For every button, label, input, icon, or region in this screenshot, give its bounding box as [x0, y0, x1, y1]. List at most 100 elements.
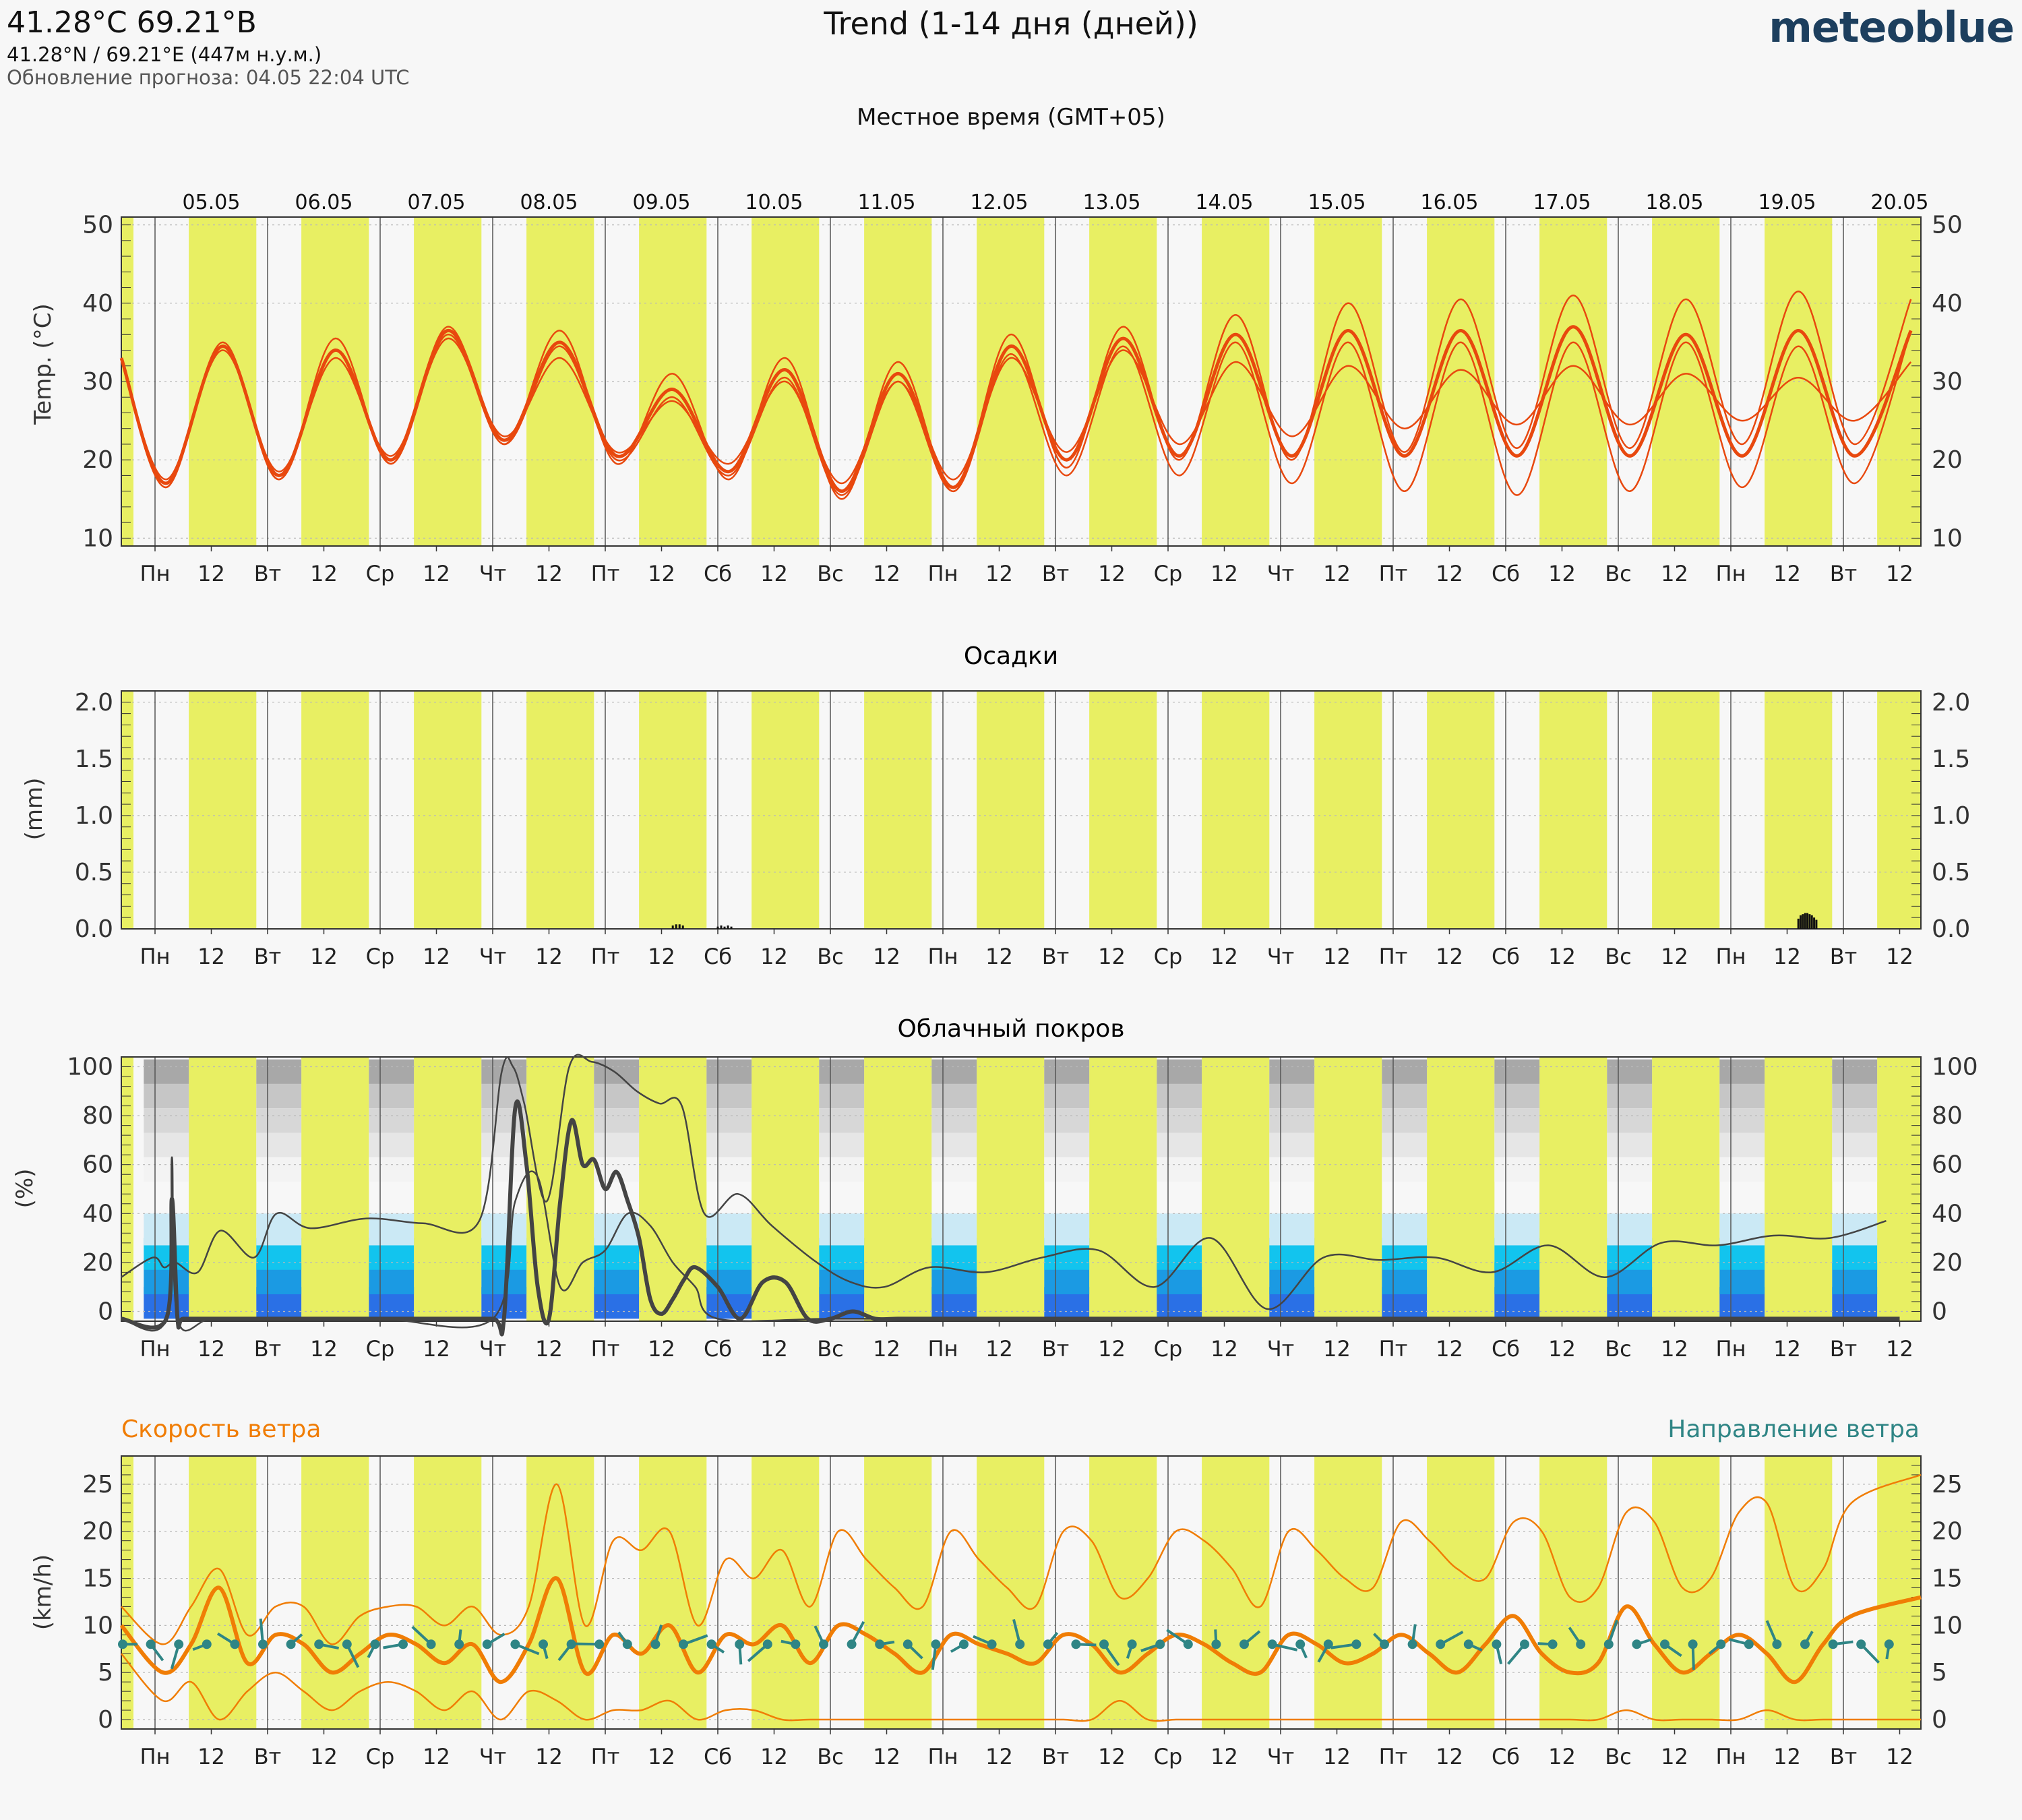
x-tick-label: Вт	[1042, 944, 1070, 969]
x-tick-label: 12	[1436, 1744, 1463, 1769]
high-cloud-band	[481, 1157, 527, 1182]
x-tick-label: Пт	[1379, 944, 1408, 969]
date-label: 07.05	[408, 191, 466, 214]
x-tick-label: 12	[310, 944, 338, 969]
daylight-band	[121, 691, 133, 929]
wind-direction-marker	[342, 1639, 352, 1649]
wind-direction-marker	[258, 1639, 268, 1649]
x-tick-label: 12	[760, 1336, 788, 1362]
daylight-band	[639, 1456, 707, 1729]
wind-speed-line	[121, 1653, 1921, 1722]
daylight-band	[526, 1456, 594, 1729]
wind-direction-marker	[987, 1639, 997, 1649]
x-tick-label: 12	[310, 1336, 338, 1362]
x-tick-label: Пн	[140, 944, 171, 969]
daylight-band	[1877, 1057, 1921, 1321]
high-cloud-band	[481, 1132, 527, 1157]
high-cloud-band	[1832, 1108, 1878, 1133]
daylight-band	[121, 1456, 133, 1729]
high-cloud-band	[256, 1157, 302, 1182]
x-tick-label: Ср	[366, 561, 395, 586]
daylight-band	[121, 1057, 133, 1321]
high-cloud-band	[706, 1108, 752, 1133]
wind-direction-marker	[622, 1639, 632, 1649]
y-tick-label: 20	[1932, 446, 1963, 474]
x-tick-label: 12	[1548, 1744, 1576, 1769]
high-cloud-band	[144, 1132, 189, 1157]
high-cloud-band	[1382, 1108, 1428, 1133]
wind-direction-marker	[1603, 1639, 1614, 1649]
y-tick-label: 40	[82, 290, 113, 317]
wind-direction-marker	[650, 1639, 661, 1649]
x-tick-label: 12	[985, 944, 1013, 969]
high-cloud-band	[706, 1083, 752, 1109]
location-title: 41.28°C 69.21°В	[7, 5, 257, 40]
x-tick-label: 12	[1323, 944, 1351, 969]
x-tick-label: Вс	[1605, 944, 1632, 969]
high-cloud-band	[1607, 1132, 1653, 1157]
x-tick-label: 12	[197, 561, 225, 586]
wind-direction-marker	[1632, 1639, 1642, 1649]
high-cloud-band	[1494, 1157, 1540, 1182]
x-tick-label: Вт	[1830, 561, 1858, 586]
x-tick-label: 12	[1661, 1336, 1688, 1362]
daylight-band	[189, 1057, 257, 1321]
meteoblue-logo[interactable]: meteoblue	[1769, 3, 2015, 52]
x-tick-label: 12	[760, 944, 788, 969]
high-cloud-band	[144, 1059, 189, 1084]
daylight-band	[864, 691, 932, 929]
high-cloud-band	[1607, 1083, 1653, 1109]
daylight-band	[977, 691, 1045, 929]
precip-bar	[727, 925, 729, 929]
y-tick-label: 80	[82, 1102, 113, 1130]
high-cloud-band	[1719, 1059, 1765, 1084]
wind-direction-marker	[735, 1639, 745, 1649]
precip-bar	[1800, 915, 1802, 929]
high-cloud-band	[931, 1108, 977, 1133]
wind-direction-marker	[1127, 1639, 1137, 1649]
x-tick-label: Вт	[1830, 1336, 1858, 1362]
date-label: 13.05	[1083, 191, 1141, 214]
wind-direction-marker	[1463, 1639, 1473, 1649]
high-cloud-band	[1269, 1132, 1315, 1157]
wind-direction-marker	[398, 1639, 408, 1649]
x-tick-label: Сб	[1492, 1336, 1520, 1362]
x-tick-label: Сб	[1492, 944, 1520, 969]
x-tick-label: 12	[985, 1336, 1013, 1362]
precip-title: Осадки	[964, 642, 1058, 670]
precip-bar	[671, 925, 674, 929]
date-label: 06.05	[295, 191, 353, 214]
wind-direction-marker	[1043, 1639, 1053, 1649]
precip-bar	[723, 926, 726, 929]
y-tick-label: 60	[82, 1151, 113, 1179]
precip-ylabel: (mm)	[21, 778, 48, 841]
update-timestamp: Обновление прогноза: 04.05 22:04 UTC	[7, 66, 410, 89]
wind-panel: 0 0 5 5 10 10 15 15 20 20 25 25 Пн 12 Вт 12 Ср 12 Чт 12 Пт 12…	[82, 1455, 1963, 1769]
y-tick-label: 1.0	[1932, 802, 1970, 830]
precip-bar	[730, 926, 733, 929]
wind-direction-marker	[1015, 1639, 1025, 1649]
daylight-band	[1427, 691, 1495, 929]
x-tick-label: 12	[1773, 561, 1801, 586]
wind-direction-marker	[1492, 1639, 1502, 1649]
wind-direction-marker	[1071, 1639, 1081, 1649]
wind-direction-marker	[1407, 1639, 1417, 1649]
low-cloud-band	[144, 1213, 189, 1246]
x-tick-label: 12	[1098, 1336, 1126, 1362]
wind-direction-marker	[959, 1639, 969, 1649]
x-tick-label: 12	[985, 561, 1013, 586]
daylight-band	[189, 217, 257, 546]
x-tick-label: 12	[423, 1336, 450, 1362]
y-tick-label: 25	[1932, 1471, 1963, 1498]
high-cloud-band	[369, 1108, 415, 1133]
x-tick-label: Сб	[704, 1744, 732, 1769]
precip-bar	[720, 925, 723, 929]
wind-direction-title: Направление ветра	[1667, 1416, 1920, 1443]
daylight-band	[639, 691, 707, 929]
date-label: 11.05	[858, 191, 916, 214]
y-tick-label: 60	[1932, 1151, 1963, 1179]
y-tick-label: 0.0	[1932, 915, 1970, 943]
precip-bar	[678, 924, 681, 929]
